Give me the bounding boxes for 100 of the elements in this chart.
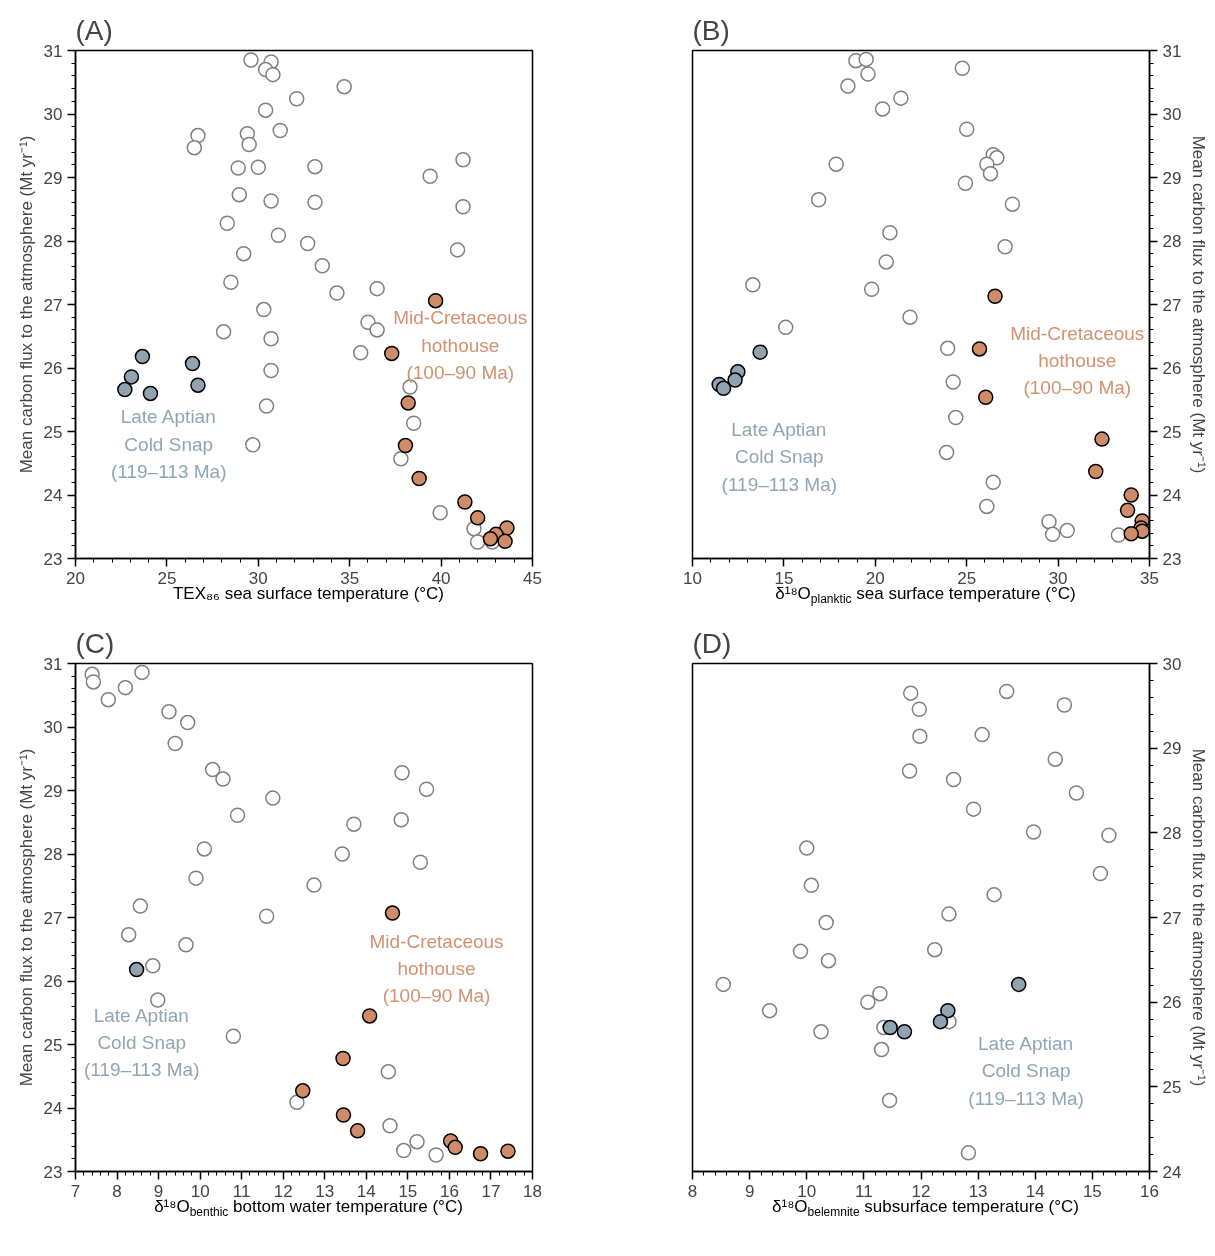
point <box>945 771 962 788</box>
point <box>926 941 943 958</box>
point <box>123 369 140 385</box>
point <box>940 1002 956 1019</box>
point <box>329 285 345 301</box>
annotation: Mid-Cretaceous hothouse (100–90 Ma) <box>393 307 528 383</box>
y-tick-label: 24 <box>43 1099 63 1118</box>
point <box>245 437 261 453</box>
y-tick-label: 23 <box>43 549 63 569</box>
point <box>257 102 274 118</box>
point <box>818 914 834 931</box>
point <box>882 1019 898 1036</box>
point <box>256 301 272 318</box>
point <box>369 322 385 338</box>
x-tick-label: 9 <box>744 1181 755 1201</box>
y-tick-label: 23 <box>43 1162 63 1182</box>
point <box>1004 196 1021 212</box>
point <box>860 66 876 82</box>
point <box>299 235 316 252</box>
x-tick-label: 45 <box>523 568 542 588</box>
point <box>998 683 1015 700</box>
y2-tick-label: 29 <box>1162 168 1182 188</box>
point <box>469 510 486 526</box>
point <box>957 175 974 191</box>
point <box>840 78 856 94</box>
point <box>204 761 221 778</box>
x-tick-label: 10 <box>683 568 702 588</box>
point <box>150 992 166 1008</box>
point <box>382 1118 398 1134</box>
point <box>134 664 150 681</box>
point <box>912 728 928 745</box>
x-tick-label: 35 <box>1140 568 1159 588</box>
point <box>893 90 909 106</box>
point <box>307 194 323 210</box>
point <box>432 505 448 521</box>
point <box>134 348 151 365</box>
point <box>977 389 994 405</box>
point <box>270 227 287 244</box>
point <box>335 1107 352 1123</box>
y2-tick-label: 29 <box>1162 739 1182 759</box>
y-axis-title: Mean carbon flux to the atmosphere (Mt yr⁻¹) <box>16 748 36 1087</box>
point <box>1101 827 1117 844</box>
y2-tick-label: 28 <box>1162 232 1182 251</box>
point <box>428 1147 444 1163</box>
y-tick-label: 29 <box>43 781 63 801</box>
point <box>878 254 895 270</box>
point <box>997 238 1013 255</box>
point <box>457 494 473 510</box>
point <box>117 381 133 398</box>
y2-tick-label: 26 <box>1162 993 1182 1013</box>
point <box>352 345 369 361</box>
y2-tick-label: 30 <box>1162 654 1182 674</box>
y2-tick-label: 25 <box>1162 1077 1182 1097</box>
y-tick-label: 27 <box>43 295 63 315</box>
y2-tick-label: 25 <box>1162 422 1182 442</box>
point <box>263 193 279 209</box>
annotation: Late Aptian Cold Snap (119–113 Ma) <box>84 1004 200 1081</box>
point <box>393 811 409 828</box>
y-tick-label: 31 <box>43 654 63 674</box>
point <box>872 985 888 1002</box>
point <box>1010 976 1027 993</box>
point <box>263 331 279 347</box>
point <box>295 1083 311 1099</box>
point <box>335 1050 351 1067</box>
point <box>265 66 281 83</box>
point <box>974 726 990 743</box>
x-tick-label: 18 <box>523 1181 542 1201</box>
point <box>405 415 422 431</box>
point <box>902 685 919 701</box>
point <box>1110 527 1127 543</box>
point <box>145 958 161 974</box>
point <box>307 158 323 175</box>
point <box>941 906 957 922</box>
point <box>409 1133 425 1150</box>
point <box>1092 865 1109 882</box>
point <box>258 908 275 924</box>
point <box>945 374 961 390</box>
point <box>455 198 471 215</box>
point <box>896 1024 913 1040</box>
point <box>810 191 827 208</box>
y-tick-label: 26 <box>43 972 63 991</box>
point <box>1123 526 1139 542</box>
point <box>395 1142 412 1159</box>
y-tick-label: 29 <box>43 168 63 188</box>
chart-title: (A) <box>75 14 113 46</box>
point <box>987 288 1003 304</box>
y-tick-label: 25 <box>43 1035 63 1055</box>
point <box>223 274 239 291</box>
point <box>184 355 201 372</box>
y2-tick-label: 24 <box>1162 486 1182 505</box>
point <box>188 870 204 886</box>
point <box>954 60 971 77</box>
point <box>394 764 410 781</box>
point <box>1025 824 1042 840</box>
point <box>306 877 322 893</box>
point <box>472 1145 489 1162</box>
point <box>229 807 246 823</box>
point <box>161 704 177 720</box>
point <box>250 159 267 176</box>
point <box>128 961 145 978</box>
